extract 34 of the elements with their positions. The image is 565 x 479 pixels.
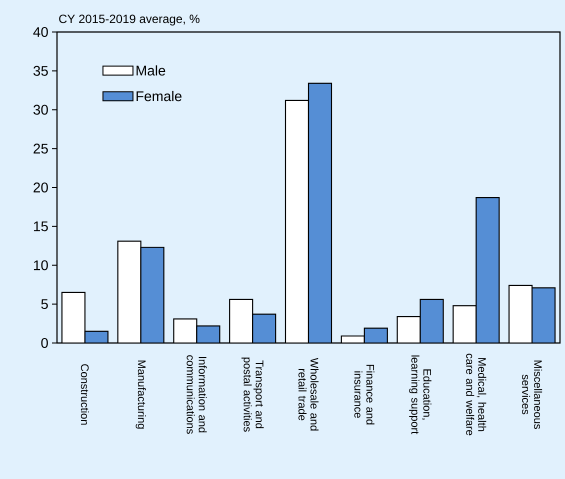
- bar: [118, 241, 141, 343]
- x-tick-label: Manufacturing: [136, 360, 146, 429]
- x-tick-label: Medical, health care and welfare: [466, 354, 486, 436]
- y-tick-label: 15: [34, 221, 48, 232]
- y-tick-label: 20: [34, 182, 48, 192]
- bar: [397, 316, 420, 343]
- bar: [532, 287, 556, 343]
- bar: [230, 299, 253, 343]
- bar: [476, 198, 500, 343]
- x-tick-label: Wholesale and retail trade: [298, 358, 319, 430]
- x-tick-label: Information and communications: [186, 355, 207, 434]
- bar: [62, 292, 85, 343]
- y-tick-label: 5: [41, 299, 48, 310]
- legend-label: Male: [136, 65, 166, 76]
- y-tick-label: 10: [34, 260, 48, 270]
- x-tick-label: Miscellaneous services: [522, 360, 542, 429]
- bar: [420, 299, 444, 343]
- y-tick-label: 30: [33, 104, 48, 115]
- x-tick-label: Education, learning support: [409, 356, 432, 434]
- x-tick-label: Transport and postal activities: [241, 358, 264, 432]
- y-tick-label: 35: [33, 66, 48, 76]
- bar: [252, 314, 276, 343]
- bar: [308, 83, 332, 343]
- x-tick-label: Finance and insurance: [354, 364, 374, 424]
- bar: [508, 284, 533, 343]
- bar: [286, 100, 308, 343]
- y-tick-label: 40: [33, 27, 48, 37]
- bar: [453, 306, 476, 343]
- legend-label: Female: [136, 90, 182, 102]
- y-tick-label: 25: [34, 144, 48, 154]
- bar: [140, 247, 164, 343]
- y-tick-label: 0: [41, 338, 48, 348]
- x-tick-label: Construction: [80, 364, 89, 425]
- chart-title: CY 2015-2019 average, %: [59, 14, 200, 26]
